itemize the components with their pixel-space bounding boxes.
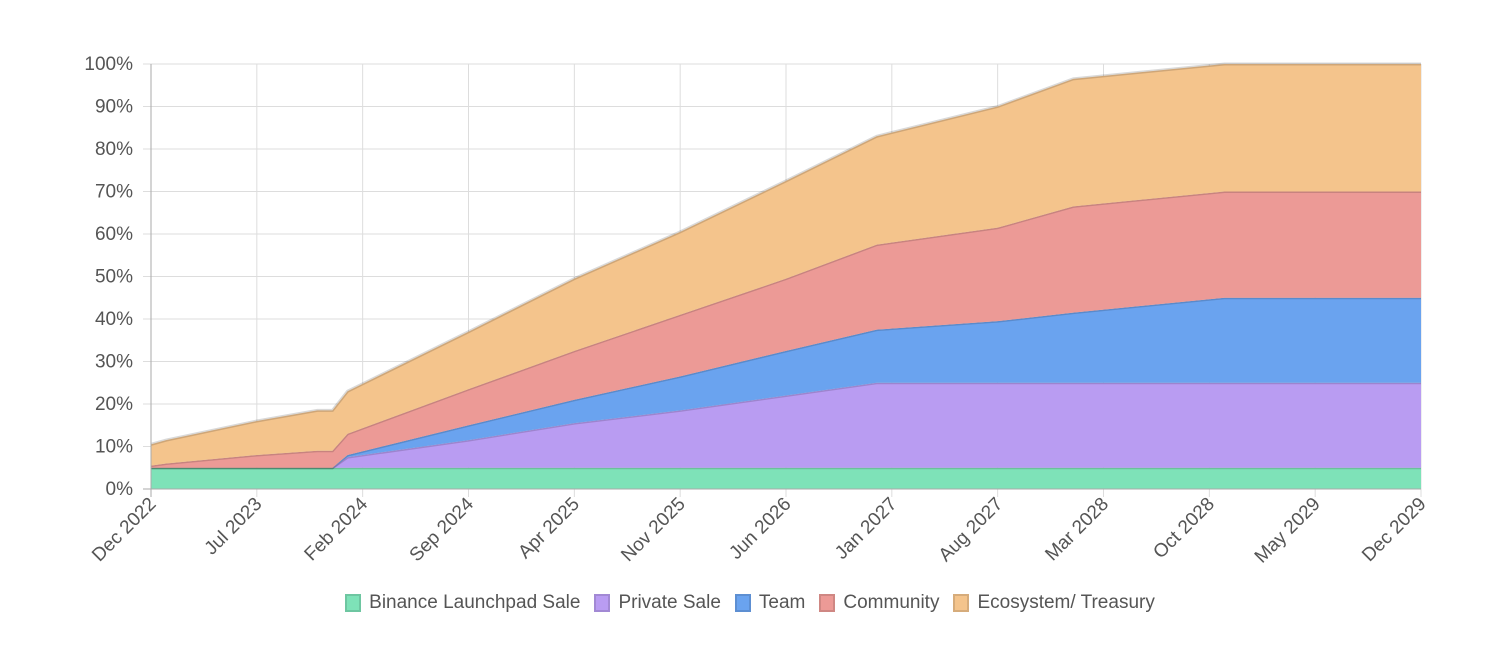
y-tick-label: 90% — [95, 97, 133, 118]
x-tick-label: Sep 2024 — [406, 493, 479, 566]
series-area-private-sale — [151, 382, 1421, 468]
x-tick-label: Aug 2027 — [935, 494, 1007, 566]
y-tick-label: 80% — [95, 139, 133, 160]
series-area-community — [151, 191, 1421, 468]
x-tick-label: Oct 2028 — [1149, 494, 1218, 563]
x-tick-label: Mar 2028 — [1041, 494, 1113, 566]
legend-item[interactable]: Binance Launchpad Sale — [345, 592, 580, 614]
y-tick-label: 10% — [95, 437, 133, 458]
x-tick-label: Dec 2022 — [88, 494, 160, 566]
x-tick-label: May 2029 — [1251, 494, 1325, 568]
legend-label: Team — [758, 592, 806, 613]
legend-label: Binance Launchpad Sale — [369, 592, 581, 613]
y-tick-label: 0% — [106, 479, 134, 500]
y-tick-label: 100% — [84, 54, 133, 75]
y-tick-label: 60% — [95, 224, 133, 245]
y-tick-label: 50% — [95, 267, 133, 288]
legend-swatch — [734, 594, 751, 612]
legend-swatch — [953, 594, 970, 612]
legend-item[interactable]: Ecosystem/ Treasury — [953, 592, 1155, 614]
y-tick-label: 30% — [95, 352, 133, 373]
legend-item[interactable]: Community — [819, 592, 939, 614]
series-edge-line — [150, 62, 1421, 446]
series-area-binance-launchpad-sale — [151, 467, 1421, 489]
x-tick-label: Dec 2029 — [1358, 494, 1430, 566]
y-tick-label: 20% — [95, 394, 133, 415]
x-tick-label: Apr 2025 — [514, 494, 583, 563]
legend-label: Community — [843, 592, 940, 613]
legend-swatch — [819, 594, 836, 612]
legend-swatch — [594, 594, 611, 612]
legend-label: Private Sale — [618, 592, 721, 613]
series-area-ecosystem-treasury — [151, 64, 1421, 466]
y-tick-label: 40% — [95, 309, 133, 330]
x-tick-label: Nov 2025 — [617, 494, 689, 566]
legend-item[interactable]: Team — [734, 592, 806, 614]
x-tick-label: Jan 2027 — [831, 494, 901, 564]
legend-item[interactable]: Private Sale — [594, 592, 721, 614]
chart-legend: Binance Launchpad Sale Private Sale Team Co… — [0, 592, 1500, 614]
x-tick-label: Jul 2023 — [201, 494, 267, 560]
legend-label: Ecosystem/ Treasury — [977, 592, 1155, 613]
x-tick-label: Jun 2026 — [725, 494, 795, 564]
x-tick-label: Feb 2024 — [301, 493, 373, 565]
legend-swatch — [345, 594, 362, 612]
y-tick-label: 70% — [95, 182, 133, 203]
